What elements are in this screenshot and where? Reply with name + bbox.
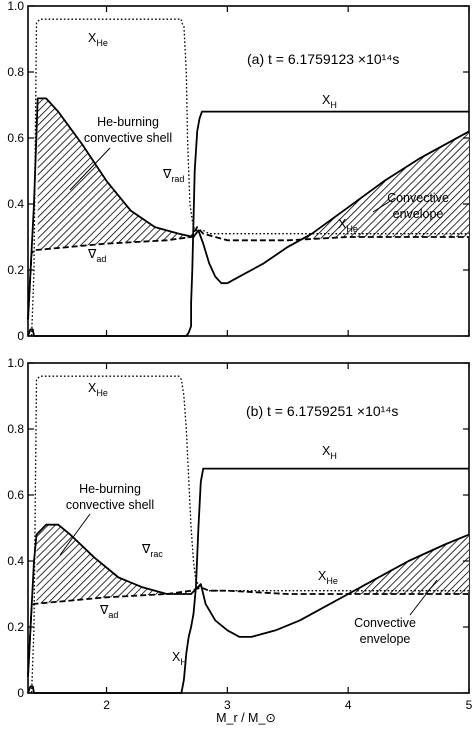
- panel-b-nabla-ad-label: ∇ad: [99, 603, 118, 620]
- panel-a-series-3: [27, 226, 469, 320]
- panel-a-nabla-ad-label: ∇ad: [87, 247, 106, 264]
- panel-b: 0 0.2 0.4 0.6 0.8 1.0 2 3 4 5 (b) t = 6.1759251 ×…: [7, 356, 472, 725]
- panel-b-series-3: [27, 586, 469, 677]
- panel-b-xtick-label-1: 3: [224, 698, 231, 712]
- panel-b-xtick-label-3: 5: [466, 698, 473, 712]
- panel-b-shell-label-2: convective shell: [66, 498, 154, 512]
- panel-b-xtick-label-2: 4: [345, 698, 352, 712]
- panel-b-ticks: 0 0.2 0.4 0.6 0.8 1.0 2 3 4 5: [7, 356, 472, 712]
- panel-a-ytick-label-3: 0.6: [7, 131, 24, 145]
- panel-b-ytick-label-4: 0.8: [7, 422, 24, 436]
- panel-a-ytick-label-0: 0: [17, 329, 24, 343]
- panel-a-shell-label-1: He-burning: [97, 115, 159, 129]
- panel-a-ytick-label-5: 1.0: [7, 0, 24, 13]
- panel-a-shell-label-2: convective shell: [84, 131, 172, 145]
- panel-a-series-2: [27, 97, 470, 320]
- panel-a-shell-arrow: [69, 147, 111, 191]
- panel-a-title: (a) t = 6.1759123 ×10¹⁴s: [247, 51, 399, 67]
- panel-b-ytick-label-3: 0.6: [7, 488, 24, 502]
- panel-a-xhe-mid-label: XHe: [338, 217, 358, 234]
- panel-a: 0 0.2 0.4 0.6 0.8 1.0 (a) t = 6.1759123 ×10¹⁴…: [7, 0, 470, 343]
- panel-a-xhe-label: XHe: [88, 31, 108, 48]
- panel-b-series-2: [27, 523, 470, 677]
- panel-b-shell-label-1: He-burning: [79, 482, 141, 496]
- panel-a-ytick-label-2: 0.4: [7, 197, 24, 211]
- panel-a-shaded-region-0: [37, 98, 194, 250]
- panel-b-shell-arrow: [59, 513, 91, 556]
- panel-b-title: (b) t = 6.1759251 ×10¹⁴s: [246, 403, 398, 419]
- panel-b-envelope-arrow: [409, 579, 438, 616]
- panel-b-envelope-label-1: Convective: [354, 616, 416, 630]
- panel-b-frame: [27, 362, 470, 694]
- panel-a-shaded-region-1: [299, 131, 469, 241]
- panel-a-nabla-rad-label: ∇rad: [162, 167, 184, 184]
- panel-b-envelope-label-2: envelope: [360, 632, 411, 646]
- panel-b-xhe-label: XHe: [88, 381, 108, 398]
- panel-a-xh-label: XH: [322, 93, 337, 110]
- panel-a-series: [27, 18, 470, 337]
- panel-b-shaded-region-1: [348, 534, 469, 594]
- panel-a-ticks: 0 0.2 0.4 0.6 0.8 1.0: [7, 0, 470, 343]
- panel-a-ytick-label-4: 0.8: [7, 65, 24, 79]
- panel-b-ytick-label-2: 0.4: [7, 554, 24, 568]
- panel-b-xlabel: M_r / M_⊙: [216, 711, 276, 725]
- panel-b-xtick-label-0: 2: [103, 698, 110, 712]
- panel-a-envelope-label-1: Convective: [387, 191, 449, 205]
- panel-b-series-0: [27, 467, 469, 694]
- panel-a-ytick-label-1: 0.2: [7, 263, 24, 277]
- panel-b-shaded-region-0: [36, 524, 192, 604]
- panel-b-xhe-mid-label: XHe: [318, 569, 338, 586]
- panel-b-ytick-label-1: 0.2: [7, 620, 24, 634]
- panel-b-nabla-rad-label: ∇rac: [141, 542, 163, 559]
- panel-b-xh-low-label: XH: [172, 650, 187, 667]
- panel-a-series-1: [28, 18, 469, 337]
- panel-b-ytick-label-0: 0: [17, 686, 24, 700]
- panel-b-ytick-label-5: 1.0: [7, 356, 24, 370]
- panel-a-series-0: [27, 110, 469, 337]
- panel-a-envelope-label-2: envelope: [393, 207, 444, 221]
- panel-a-envelope-arrow: [372, 197, 396, 213]
- panel-b-series: [27, 375, 470, 694]
- panel-b-xh-label: XH: [322, 444, 337, 461]
